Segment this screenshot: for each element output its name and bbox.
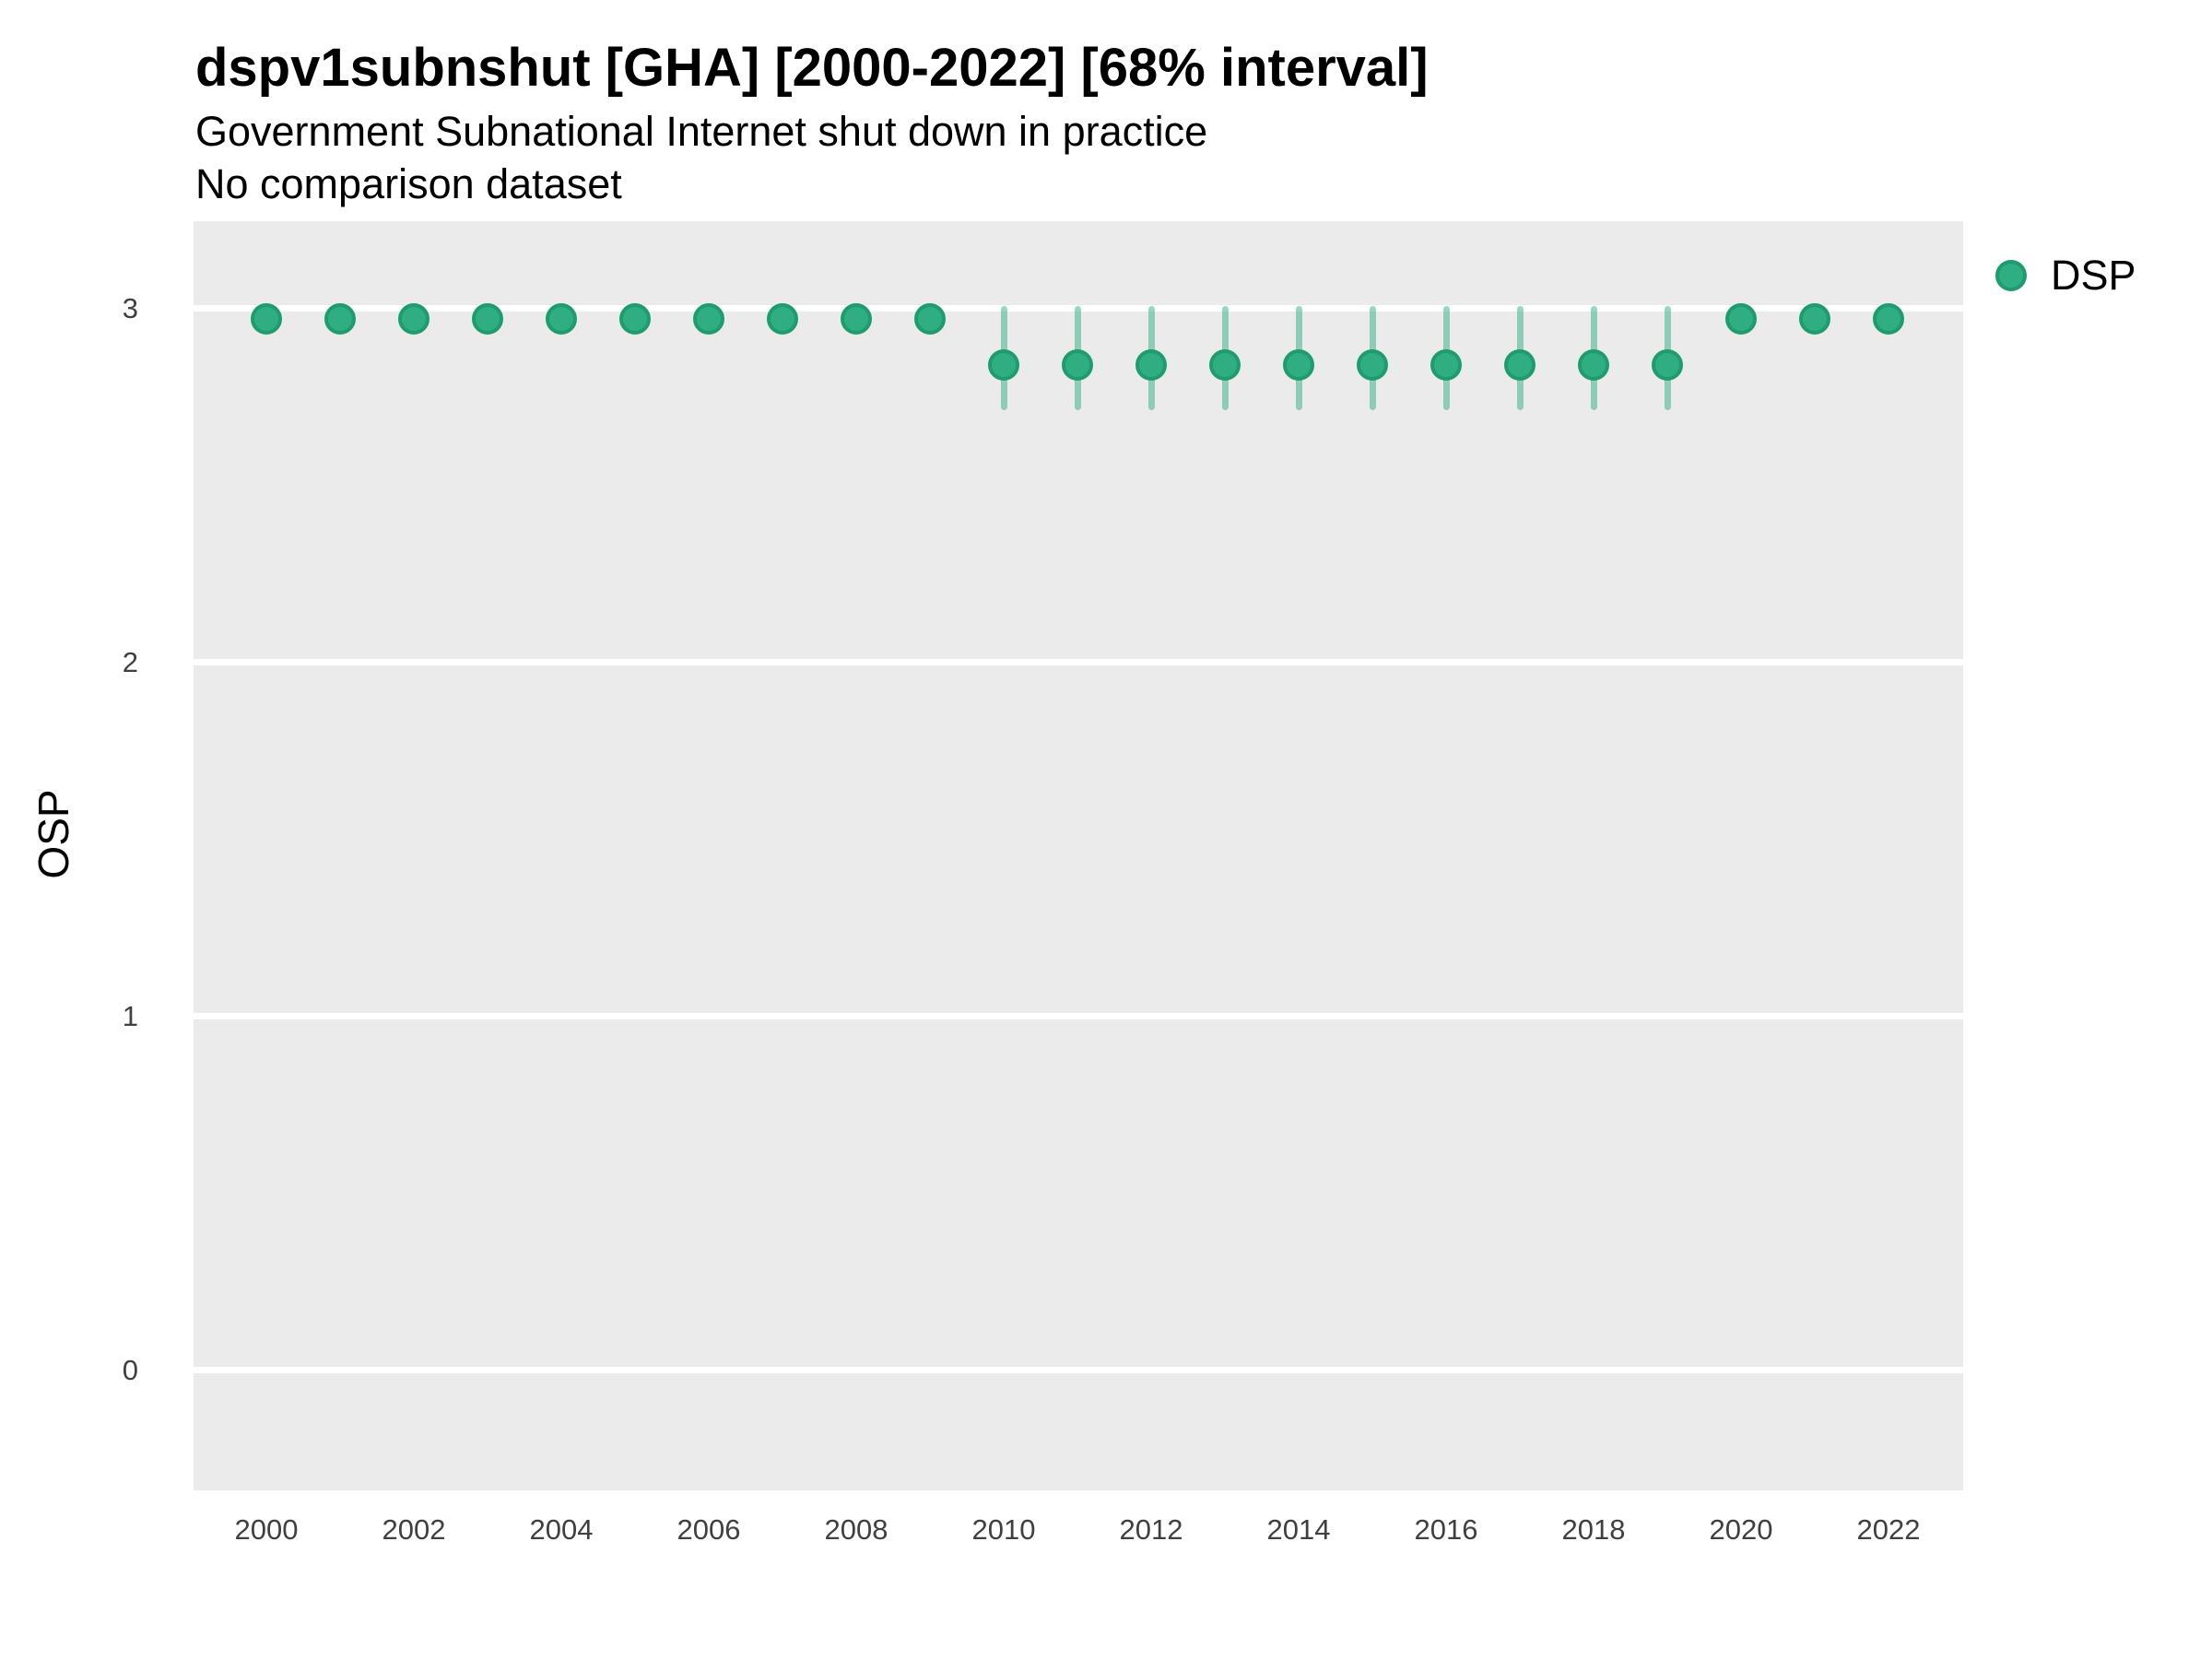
x-tick-label-2022: 2022 (1856, 1513, 1921, 1546)
legend: DSP (1995, 252, 2136, 299)
data-point-2000 (251, 303, 282, 335)
data-point-2005 (619, 303, 651, 335)
data-point-2009 (914, 303, 946, 335)
data-point-2015 (1357, 348, 1388, 381)
y-tick-label-1: 1 (122, 999, 138, 1032)
x-tick-label-2000: 2000 (234, 1513, 299, 1546)
data-point-2004 (546, 303, 577, 335)
chart-comparison-note: No comparison dataset (195, 160, 622, 207)
data-point-2020 (1725, 303, 1757, 335)
gridline-y-0 (194, 1367, 1963, 1373)
x-tick-label-2006: 2006 (677, 1513, 741, 1546)
data-point-2003 (472, 303, 503, 335)
y-tick-label-0: 0 (122, 1353, 138, 1386)
data-point-2018 (1578, 348, 1609, 381)
x-tick-label-2016: 2016 (1414, 1513, 1478, 1546)
gridline-y-1 (194, 1013, 1963, 1019)
data-point-2010 (988, 348, 1019, 381)
data-point-2019 (1652, 348, 1683, 381)
legend-point-icon (1995, 260, 2027, 291)
y-tick-label-3: 3 (122, 291, 138, 324)
chart-title: dspv1subnshut [GHA] [2000-2022] [68% int… (195, 38, 1429, 98)
data-point-2008 (841, 303, 872, 335)
x-tick-label-2014: 2014 (1266, 1513, 1331, 1546)
x-tick-label-2002: 2002 (382, 1513, 446, 1546)
data-point-2014 (1283, 348, 1314, 381)
x-tick-label-2020: 2020 (1709, 1513, 1773, 1546)
y-axis-title: OSP (29, 789, 77, 879)
x-tick-label-2004: 2004 (529, 1513, 594, 1546)
y-tick-label-2: 2 (122, 645, 138, 678)
data-point-2022 (1873, 303, 1904, 335)
plot-panel (194, 221, 1963, 1490)
gridline-y-2 (194, 659, 1963, 665)
chart-subtitle: Government Subnational Internet shut dow… (195, 108, 1208, 155)
data-point-2012 (1135, 348, 1167, 381)
x-tick-label-2008: 2008 (824, 1513, 888, 1546)
data-point-2013 (1209, 348, 1241, 381)
x-tick-label-2010: 2010 (971, 1513, 1036, 1546)
x-tick-label-2018: 2018 (1561, 1513, 1626, 1546)
data-point-2016 (1430, 348, 1462, 381)
x-tick-label-2012: 2012 (1119, 1513, 1183, 1546)
data-point-2002 (398, 303, 429, 335)
data-point-2001 (324, 303, 356, 335)
data-point-2007 (767, 303, 798, 335)
legend-label: DSP (2051, 252, 2136, 299)
data-point-2021 (1799, 303, 1830, 335)
data-point-2011 (1062, 348, 1093, 381)
data-point-2017 (1504, 348, 1535, 381)
data-point-2006 (693, 303, 724, 335)
